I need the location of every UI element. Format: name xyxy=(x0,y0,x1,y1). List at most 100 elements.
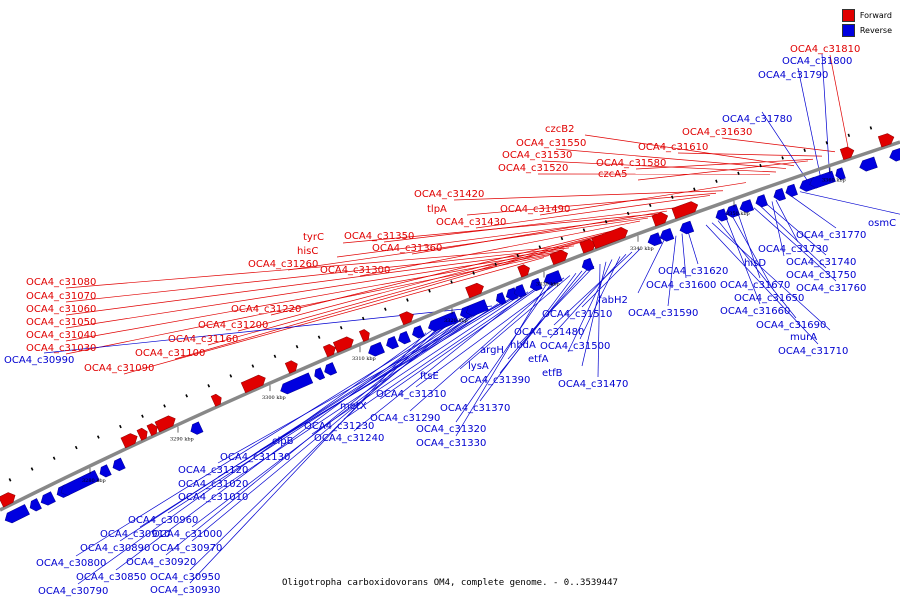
reverse-gene-label: OCA4_c30790 xyxy=(38,586,108,597)
leader-line xyxy=(217,298,511,464)
reverse-gene-22 xyxy=(368,341,385,357)
leader-line xyxy=(459,275,571,370)
forward-gene-label: OCA4_c31090 xyxy=(84,363,154,374)
reverse-gene-51 xyxy=(785,183,798,197)
leader-line xyxy=(237,233,608,332)
reverse-gene-label: OCA4_c30850 xyxy=(76,572,146,583)
reverse-gene-label: OCA4_c30960 xyxy=(128,515,198,526)
leader-line xyxy=(721,137,836,153)
reverse-gene-label: OCA4_c31510 xyxy=(542,309,612,320)
reverse-gene-label: OCA4_c30990 xyxy=(4,355,74,366)
reverse-gene-label: metX xyxy=(340,401,367,412)
forward-gene-0 xyxy=(0,492,16,508)
forward-gene-37 xyxy=(549,249,568,266)
separator-mark xyxy=(229,374,233,378)
leader-line xyxy=(711,222,831,331)
forward-gene-label: czcB2 xyxy=(545,124,574,135)
reverse-gene-label: OCA4_c31660 xyxy=(720,306,790,317)
leader-line xyxy=(637,160,809,181)
forward-gene-label: czcA5 xyxy=(598,169,627,180)
forward-gene-label: OCA4_c31080 xyxy=(26,277,96,288)
reverse-gene-18 xyxy=(324,362,338,376)
leader-line xyxy=(115,325,445,571)
forward-gene-57 xyxy=(877,133,895,148)
forward-gene-label: OCA4_c31430 xyxy=(436,217,506,228)
leader-line xyxy=(65,255,550,355)
reverse-gene-26 xyxy=(412,325,425,339)
reverse-gene-label: hbdA xyxy=(510,340,536,351)
reverse-gene-50 xyxy=(773,187,786,202)
forward-gene-label: OCA4_c31810 xyxy=(790,44,860,55)
legend-reverse: Reverse xyxy=(841,23,892,38)
separator-mark xyxy=(759,163,762,168)
legend-forward-label: Forward xyxy=(859,11,892,20)
leader-line xyxy=(75,320,457,557)
reverse-gene-label: OCA4_c31500 xyxy=(540,341,610,352)
separator-mark xyxy=(361,316,365,321)
separator-mark xyxy=(384,307,387,311)
reverse-gene-label: OCA4_c31230 xyxy=(304,421,374,432)
forward-gene-25 xyxy=(399,311,414,326)
separator-mark xyxy=(648,203,652,207)
leader-line xyxy=(65,245,575,289)
leader-line xyxy=(797,67,823,185)
leader-line xyxy=(759,205,827,269)
leader-line xyxy=(191,317,463,542)
leader-line xyxy=(667,235,677,307)
reverse-gene-56 xyxy=(859,156,878,172)
forward-gene-label: OCA4_c31520 xyxy=(498,163,568,174)
separator-mark xyxy=(406,298,409,302)
reverse-gene-1 xyxy=(4,504,30,524)
forward-gene-label: OCA4_c31490 xyxy=(500,204,570,215)
leader-line xyxy=(189,327,439,571)
separator-mark xyxy=(163,404,166,408)
separator-mark xyxy=(626,211,630,216)
leader-line xyxy=(829,54,849,148)
tick-label: 3350 kbp xyxy=(726,211,750,217)
reverse-swatch xyxy=(841,24,855,37)
forward-gene-34 xyxy=(517,264,530,278)
leader-line xyxy=(65,249,565,316)
tick-label: 3340 kbp xyxy=(630,246,654,252)
reverse-gene-17 xyxy=(314,367,326,381)
separator-mark xyxy=(52,456,56,460)
reverse-gene-43 xyxy=(659,227,675,242)
leader-line xyxy=(677,152,823,157)
reverse-gene-label: OCA4_c30890 xyxy=(80,543,150,554)
forward-gene-14 xyxy=(240,374,266,394)
leader-lines xyxy=(43,53,900,585)
forward-swatch xyxy=(841,9,855,22)
reverse-gene-label: OCA4_c31770 xyxy=(796,230,866,241)
genome-caption: Oligotropha carboxidovorans OM4, complet… xyxy=(282,578,618,588)
leader-line xyxy=(765,203,827,256)
reverse-gene-54 xyxy=(835,167,846,181)
leader-line xyxy=(541,160,777,173)
reverse-gene-58 xyxy=(889,147,900,162)
leader-line xyxy=(637,240,665,294)
forward-gene-11 xyxy=(154,415,176,433)
reverse-gene-label: OCA4_c31120 xyxy=(178,465,248,476)
forward-gene-label: OCA4_c31630 xyxy=(682,127,752,138)
forward-gene-label: OCA4_c31030 xyxy=(26,343,96,354)
separator-mark xyxy=(185,394,189,398)
forward-gene-9 xyxy=(136,427,148,441)
leader-line xyxy=(455,282,553,423)
forward-gene-label: OCA4_c31580 xyxy=(596,158,666,169)
reverse-gene-label: ftsE xyxy=(420,371,439,382)
reverse-gene-label: argH xyxy=(480,345,504,356)
leader-line xyxy=(584,134,795,167)
separator-mark xyxy=(472,271,475,275)
reverse-gene-36 xyxy=(543,270,563,286)
leader-line xyxy=(799,191,900,215)
leader-line xyxy=(455,284,547,437)
reverse-gene-label: lysA xyxy=(468,361,489,372)
reverse-gene-label: OCA4_c31760 xyxy=(796,283,866,294)
leader-line xyxy=(555,148,787,169)
reverse-gene-label: OCA4_c31800 xyxy=(782,56,852,67)
separator-mark xyxy=(494,262,498,267)
forward-gene-label: OCA4_c31420 xyxy=(414,189,484,200)
leader-line xyxy=(507,268,589,360)
separator-mark xyxy=(693,187,696,191)
leader-line xyxy=(77,329,433,585)
reverse-gene-29 xyxy=(465,299,489,317)
